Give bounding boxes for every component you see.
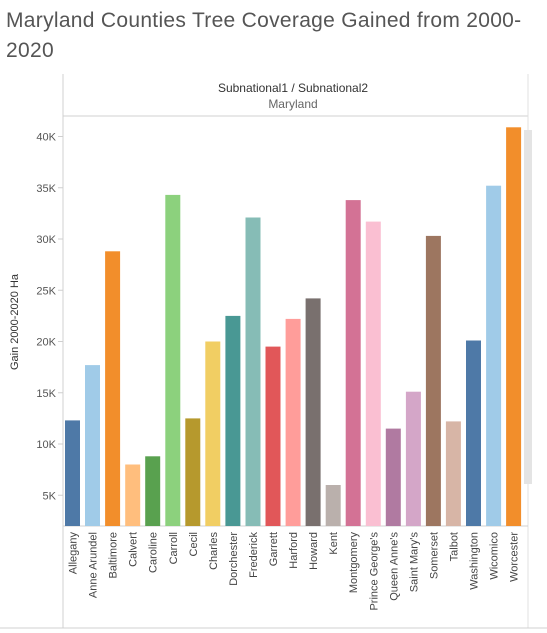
bar-frederick[interactable] xyxy=(245,217,261,527)
y-tick-label: 35K xyxy=(36,183,56,195)
y-tick-label: 20K xyxy=(36,337,56,349)
x-tick-label: Calvert xyxy=(128,532,140,567)
x-tick-label: Caroline xyxy=(148,532,160,573)
x-tick-label: Howard xyxy=(308,532,320,570)
x-axis: Allegany Anne Arundel Baltimore Calvert Caro… xyxy=(68,532,521,611)
bar-talbot[interactable] xyxy=(445,421,461,526)
bar-garrett[interactable] xyxy=(265,346,281,526)
y-tick-label: 25K xyxy=(36,285,56,297)
bar-queen-anne-s[interactable] xyxy=(385,428,401,526)
x-tick-label: Frederick xyxy=(248,532,260,578)
bar-dorchester[interactable] xyxy=(225,315,241,526)
bar-anne-arundel[interactable] xyxy=(85,365,100,526)
x-tick-label: Queen Anne's xyxy=(388,532,400,601)
x-tick-label: Washington xyxy=(469,532,481,590)
y-tick-label: 40K xyxy=(36,132,56,144)
bar-prince-george-s[interactable] xyxy=(365,221,381,526)
bar-baltimore[interactable] xyxy=(105,251,121,527)
x-tick-label: Harford xyxy=(288,532,300,569)
y-axis-label: Gain 2000-2020 Ha xyxy=(9,273,21,370)
column-group-label: Maryland xyxy=(268,97,317,111)
y-tick-label: 15K xyxy=(36,388,56,400)
bar-montgomery[interactable] xyxy=(345,200,361,526)
x-tick-label: Anne Arundel xyxy=(88,532,100,598)
bar-calvert[interactable] xyxy=(125,464,141,527)
x-tick-label: Somerset xyxy=(428,532,440,579)
y-tick-label: 10K xyxy=(36,439,56,451)
bar-kent[interactable] xyxy=(325,485,341,526)
x-tick-label: Charles xyxy=(208,532,220,570)
column-header: Subnational1 / Subnational2 xyxy=(218,81,368,95)
x-tick-label: Garrett xyxy=(268,532,280,566)
x-tick-label: Worcester xyxy=(509,532,521,582)
vertical-scrollbar[interactable] xyxy=(524,130,532,484)
x-tick-label: Talbot xyxy=(448,532,460,561)
x-tick-label: Wicomico xyxy=(489,532,501,580)
x-tick-label: Montgomery xyxy=(348,532,360,594)
x-tick-label: Kent xyxy=(328,532,340,555)
bars-group xyxy=(65,127,522,527)
bar-cecil[interactable] xyxy=(185,418,201,526)
y-axis: 5K 10K 15K 20K 25K 30K 35K 40K xyxy=(36,132,63,502)
bar-wicomico[interactable] xyxy=(486,185,502,526)
bar-harford[interactable] xyxy=(285,318,301,526)
x-tick-label: Allegany xyxy=(68,532,80,575)
bar-somerset[interactable] xyxy=(425,235,441,526)
x-tick-label: Baltimore xyxy=(108,532,120,578)
bar-carroll[interactable] xyxy=(165,194,181,526)
bar-saint-mary-s[interactable] xyxy=(405,391,421,526)
bar-allegany[interactable] xyxy=(65,420,80,526)
y-tick-label: 5K xyxy=(43,490,57,502)
bar-worcester[interactable] xyxy=(506,127,522,527)
x-tick-label: Cecil xyxy=(188,532,200,556)
x-tick-label: Prince George's xyxy=(368,532,380,611)
bar-washington[interactable] xyxy=(466,340,481,527)
bar-caroline[interactable] xyxy=(145,456,161,526)
bar-charles[interactable] xyxy=(205,341,221,527)
chart-title: Maryland Counties Tree Coverage Gained f… xyxy=(6,9,522,62)
x-tick-label: Carroll xyxy=(168,532,180,564)
x-tick-label: Saint Mary's xyxy=(408,532,420,593)
x-tick-label: Dorchester xyxy=(228,532,240,586)
bar-howard[interactable] xyxy=(305,298,321,526)
y-tick-label: 30K xyxy=(36,234,56,246)
